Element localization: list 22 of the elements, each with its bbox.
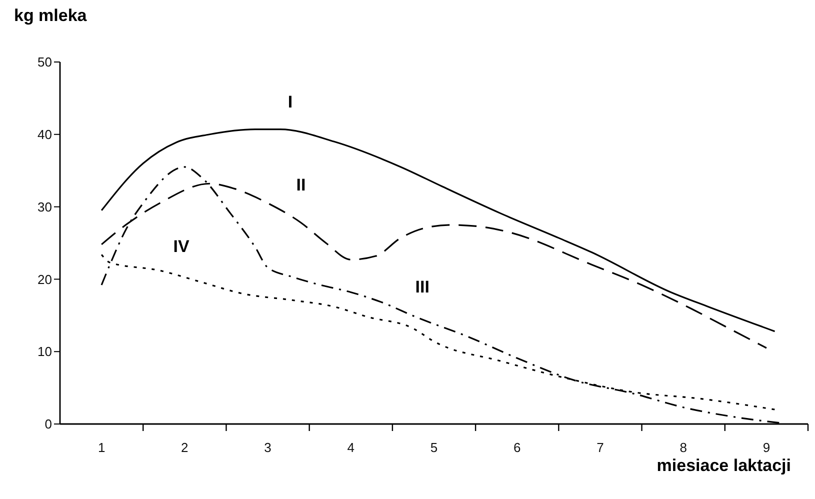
- y-axis-title: kg mleka: [14, 6, 87, 26]
- x-tick-label: 9: [762, 440, 770, 455]
- series-label: III: [415, 278, 430, 297]
- y-tick-label: 40: [38, 127, 52, 142]
- x-tick-label: 2: [181, 440, 188, 455]
- x-tick-label: 1: [98, 440, 106, 455]
- line-series: [100, 128, 776, 332]
- x-tick-label: 7: [596, 440, 604, 455]
- series-label: II: [296, 176, 306, 195]
- x-tick-label: 8: [680, 440, 687, 455]
- series-label: IV: [173, 237, 190, 256]
- series-label: I: [288, 92, 293, 112]
- y-tick-label: 50: [38, 54, 52, 70]
- y-tick-label: 20: [38, 272, 52, 287]
- y-tick-label: 30: [38, 199, 52, 214]
- x-tick-label: 3: [264, 440, 272, 455]
- y-tick-label: 0: [44, 416, 52, 432]
- x-tick-label: 5: [430, 440, 438, 455]
- x-tick-label: 4: [347, 440, 355, 455]
- x-tick-label: 6: [513, 440, 521, 455]
- y-tick-label: 10: [38, 344, 52, 360]
- x-axis-title: miesiace laktacji: [656, 456, 791, 476]
